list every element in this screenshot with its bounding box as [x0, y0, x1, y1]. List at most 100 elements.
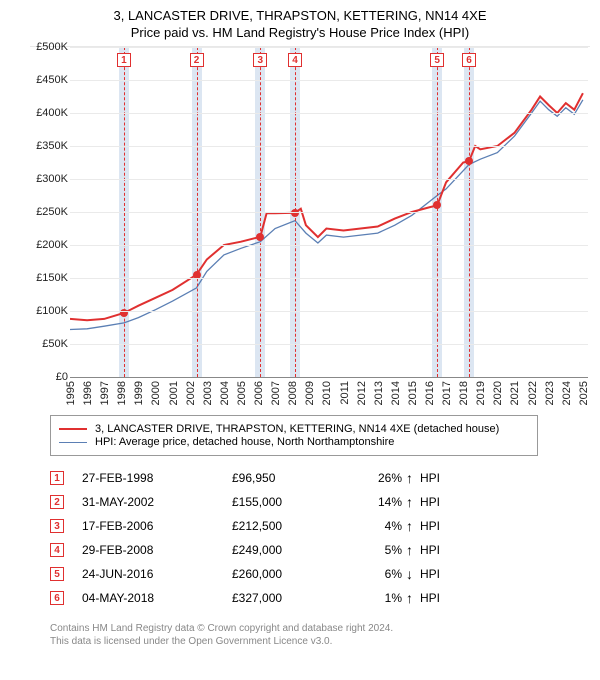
transaction-number: 2	[50, 495, 64, 509]
transaction-hpi-label: HPI	[420, 495, 440, 509]
x-axis-label: 2013	[373, 381, 385, 405]
transaction-row: 1 27-FEB-1998£96,95026%↑HPI	[50, 466, 590, 490]
transaction-price: £260,000	[232, 567, 342, 581]
y-axis-label: £100K	[36, 305, 68, 317]
y-axis-label: £150K	[36, 272, 68, 284]
transaction-arrow-icon: ↑	[406, 518, 420, 534]
legend-swatch	[59, 428, 87, 430]
x-axis-label: 2022	[527, 381, 539, 405]
transaction-pct: 1%	[342, 591, 406, 605]
y-axis-label: £500K	[36, 41, 68, 53]
legend-row: 3, LANCASTER DRIVE, THRAPSTON, KETTERING…	[59, 423, 529, 435]
title-block: 3, LANCASTER DRIVE, THRAPSTON, KETTERING…	[10, 8, 590, 40]
x-axis-label: 2005	[236, 381, 248, 405]
transaction-row: 4 29-FEB-2008£249,0005%↑HPI	[50, 538, 590, 562]
x-axis-label: 2014	[390, 381, 402, 405]
transaction-arrow-icon: ↑	[406, 590, 420, 606]
transaction-date: 04-MAY-2018	[82, 591, 232, 605]
y-axis-label: £350K	[36, 140, 68, 152]
x-axis-label: 1998	[116, 381, 128, 405]
y-axis-label: £300K	[36, 173, 68, 185]
transaction-pct: 5%	[342, 543, 406, 557]
footer-line-1: Contains HM Land Registry data © Crown c…	[50, 622, 590, 635]
transaction-marker-number: 3	[253, 53, 267, 67]
footer-attribution: Contains HM Land Registry data © Crown c…	[50, 622, 590, 648]
transaction-number: 6	[50, 591, 64, 605]
y-axis-label: £200K	[36, 239, 68, 251]
transaction-hpi-label: HPI	[420, 591, 440, 605]
transaction-price: £96,950	[232, 471, 342, 485]
transaction-dot	[256, 233, 264, 241]
transaction-date: 29-FEB-2008	[82, 543, 232, 557]
transaction-marker-number: 6	[462, 53, 476, 67]
footer-line-2: This data is licensed under the Open Gov…	[50, 635, 590, 648]
x-axis-label: 2007	[270, 381, 282, 405]
transaction-number: 5	[50, 567, 64, 581]
transaction-hpi-label: HPI	[420, 471, 440, 485]
transaction-arrow-icon: ↑	[406, 494, 420, 510]
transaction-marker-number: 1	[117, 53, 131, 67]
x-axis-label: 2025	[578, 381, 590, 405]
x-axis-label: 2018	[458, 381, 470, 405]
y-axis-label: £50K	[42, 338, 68, 350]
x-axis-label: 2023	[544, 381, 556, 405]
transaction-arrow-icon: ↓	[406, 566, 420, 582]
chart: 123456 £0£50K£100K£150K£200K£250K£300K£3…	[30, 46, 590, 407]
x-axis-label: 2009	[304, 381, 316, 405]
transaction-hpi-label: HPI	[420, 543, 440, 557]
transaction-marker-number: 2	[190, 53, 204, 67]
title-line-1: 3, LANCASTER DRIVE, THRAPSTON, KETTERING…	[10, 8, 590, 23]
transaction-price: £155,000	[232, 495, 342, 509]
legend-swatch	[59, 442, 87, 443]
x-axis-label: 1996	[82, 381, 94, 405]
x-axis-label: 1995	[65, 381, 77, 405]
x-axis-label: 1997	[99, 381, 111, 405]
y-axis-label: £400K	[36, 107, 68, 119]
transaction-number: 4	[50, 543, 64, 557]
legend-label: 3, LANCASTER DRIVE, THRAPSTON, KETTERING…	[95, 423, 499, 435]
transaction-date: 24-JUN-2016	[82, 567, 232, 581]
x-axis-label: 2019	[475, 381, 487, 405]
legend: 3, LANCASTER DRIVE, THRAPSTON, KETTERING…	[50, 415, 538, 456]
x-axis-label: 2012	[356, 381, 368, 405]
transaction-pct: 14%	[342, 495, 406, 509]
transaction-number: 1	[50, 471, 64, 485]
transaction-date: 17-FEB-2006	[82, 519, 232, 533]
x-axis-label: 2001	[168, 381, 180, 405]
transaction-pct: 4%	[342, 519, 406, 533]
x-axis-label: 2017	[441, 381, 453, 405]
transaction-pct: 6%	[342, 567, 406, 581]
transaction-row: 5 24-JUN-2016£260,0006%↓HPI	[50, 562, 590, 586]
transaction-pct: 26%	[342, 471, 406, 485]
transaction-row: 6 04-MAY-2018£327,0001%↑HPI	[50, 586, 590, 610]
transaction-hpi-label: HPI	[420, 567, 440, 581]
y-axis-label: £250K	[36, 206, 68, 218]
x-axis-label: 2010	[321, 381, 333, 405]
transaction-hpi-label: HPI	[420, 519, 440, 533]
transaction-arrow-icon: ↑	[406, 542, 420, 558]
transaction-price: £212,500	[232, 519, 342, 533]
transaction-arrow-icon: ↑	[406, 470, 420, 486]
transaction-date: 27-FEB-1998	[82, 471, 232, 485]
x-axis-label: 2015	[407, 381, 419, 405]
x-axis-label: 2024	[561, 381, 573, 405]
x-axis-label: 2021	[509, 381, 521, 405]
transaction-marker-number: 5	[430, 53, 444, 67]
x-axis-label: 2020	[492, 381, 504, 405]
x-axis-label: 2000	[150, 381, 162, 405]
legend-label: HPI: Average price, detached house, Nort…	[95, 436, 394, 448]
transaction-price: £327,000	[232, 591, 342, 605]
transaction-marker-number: 4	[288, 53, 302, 67]
x-axis-label: 2011	[339, 381, 351, 405]
transaction-price: £249,000	[232, 543, 342, 557]
transaction-row: 317-FEB-2006£212,5004%↑HPI	[50, 514, 590, 538]
x-axis-label: 2016	[424, 381, 436, 405]
title-line-2: Price paid vs. HM Land Registry's House …	[10, 25, 590, 40]
transaction-table: 127-FEB-1998£96,95026%↑HPI231-MAY-2002£1…	[50, 466, 590, 610]
chart-container: 3, LANCASTER DRIVE, THRAPSTON, KETTERING…	[0, 0, 600, 680]
x-axis-label: 2003	[202, 381, 214, 405]
transaction-row: 231-MAY-2002£155,00014%↑HPI	[50, 490, 590, 514]
x-axis-label: 2002	[185, 381, 197, 405]
series-hpi	[70, 100, 583, 330]
legend-row: HPI: Average price, detached house, Nort…	[59, 436, 529, 448]
